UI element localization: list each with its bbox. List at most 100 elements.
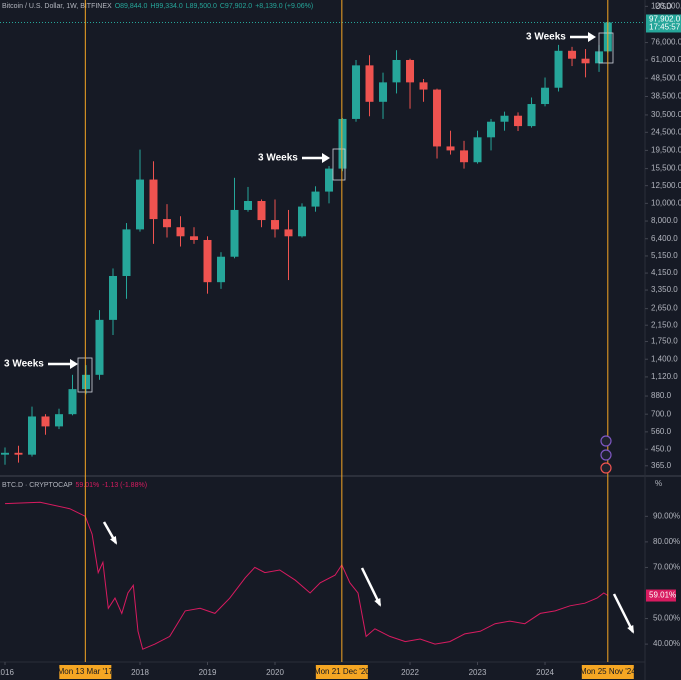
- candle-body: [109, 275, 118, 320]
- y-tick-label: 24,500.0: [651, 127, 681, 136]
- candle-body: [284, 229, 293, 237]
- y-tick-label: 3,350.0: [651, 285, 678, 294]
- candle-body: [325, 168, 334, 192]
- last-price-tag: [646, 14, 681, 33]
- y-tick-label: 38,500.0: [651, 92, 681, 101]
- last-value-tag: [646, 589, 676, 602]
- y-tick-label: 1,400.0: [651, 354, 678, 363]
- candle-body: [311, 191, 320, 207]
- x-tick-label: 2016: [0, 668, 14, 677]
- last-price-label: 97,902.0: [649, 15, 681, 24]
- candle-body: [0, 452, 9, 455]
- y-tick-label: 8,000.0: [651, 216, 678, 225]
- candle-body: [163, 219, 172, 228]
- y-tick-label: 1,750.0: [651, 337, 678, 346]
- y-tick-label: 365.0: [651, 461, 672, 470]
- y-tick-label: 4,150.0: [651, 268, 678, 277]
- y-tick-label: 2,650.0: [651, 304, 678, 313]
- marker-label: Mon 25 Nov '24: [580, 667, 636, 676]
- y-tick-label: 61,000.0: [651, 55, 681, 64]
- pane-title: BTC.D · CRYPTOCAP 59.01% -1.13 (-1.88%): [2, 482, 147, 489]
- y-tick-label: 6,400.0: [651, 234, 678, 243]
- y-tick-label: 19,500.0: [651, 146, 681, 155]
- y-tick-label: 880.0: [651, 391, 672, 400]
- candle-body: [257, 201, 266, 221]
- chart-title: Bitcoin / U.S. Dollar, 1W, BITFINEX O89,8…: [2, 3, 313, 10]
- last-value-label: 59.01%: [649, 591, 676, 600]
- candle-body: [298, 206, 307, 237]
- y-tick-label: 10,000.0: [651, 198, 681, 207]
- toolbar-icon: [600, 449, 612, 461]
- candle-body: [230, 209, 239, 257]
- y-tick-label: 76,000.0: [651, 38, 681, 47]
- dominance-line: [4, 501, 609, 650]
- legend-value: C97,902.0: [220, 3, 252, 10]
- y-tick-label: 40.00%: [653, 639, 680, 648]
- candle-body: [190, 236, 199, 240]
- candle-body: [95, 319, 104, 375]
- y-tick-label: 48,500.0: [651, 73, 681, 82]
- candle-body: [338, 118, 347, 169]
- y-tick-label: 50.00%: [653, 614, 680, 623]
- axis-unit: %: [655, 479, 662, 488]
- y-tick-label: 700.0: [651, 409, 672, 418]
- candle-body: [487, 121, 496, 138]
- candle-body: [392, 59, 401, 83]
- y-tick-label: 70.00%: [653, 563, 680, 572]
- annotation-arrowhead: [322, 153, 330, 163]
- candle-body: [446, 146, 455, 151]
- annotation-arrowhead: [70, 359, 78, 369]
- legend-value: -1.13 (-1.88%): [102, 482, 147, 489]
- candle-body: [41, 416, 50, 427]
- annotation: 3 Weeks: [4, 359, 44, 370]
- candle-body: [433, 89, 442, 147]
- annotation: 3 Weeks: [258, 153, 298, 164]
- candle-body: [581, 58, 590, 64]
- candle-body: [541, 87, 550, 105]
- candle-body: [122, 229, 131, 276]
- candle-body: [176, 227, 185, 237]
- toolbar-icon: [600, 462, 612, 474]
- candle-body: [473, 137, 482, 163]
- legend-value: +8,139.0 (+9.06%): [255, 3, 313, 10]
- candle-body: [149, 179, 158, 220]
- legend-value: H99,334.0: [150, 3, 182, 10]
- candle-body: [136, 179, 145, 230]
- candle-body: [527, 104, 536, 127]
- y-tick-label: 80.00%: [653, 537, 680, 546]
- y-tick-label: 5,150.0: [651, 251, 678, 260]
- candle-body: [500, 115, 509, 122]
- y-tick-label: 12,500.0: [651, 181, 681, 190]
- candle-body: [54, 414, 63, 427]
- candle-body: [82, 374, 90, 390]
- trend-arrowhead: [110, 536, 117, 545]
- candle-body: [203, 239, 212, 283]
- y-tick-label: 2,150.0: [651, 320, 678, 329]
- highlight-box: [332, 148, 346, 181]
- marker-label-box: [315, 665, 368, 679]
- trend-arrow: [612, 593, 635, 633]
- trend-arrowhead: [627, 625, 634, 634]
- highlight-box: [598, 32, 614, 64]
- y-tick-label: 90.00%: [653, 511, 680, 520]
- toolbar-icon: [600, 435, 612, 447]
- x-tick-label: 2024: [536, 668, 554, 677]
- x-tick-label: 2019: [199, 668, 217, 677]
- marker-label: Mon 21 Dec '20: [314, 667, 370, 676]
- legend-value: 59.01%: [76, 482, 100, 489]
- marker-label: Mon 13 Mar '17: [58, 667, 114, 676]
- legend-value: L89,500.0: [186, 3, 217, 10]
- y-tick-label: 15,500.0: [651, 164, 681, 173]
- y-tick-label: 1,120.0: [651, 372, 678, 381]
- candle-body: [68, 389, 77, 415]
- axis-unit: USD: [655, 2, 672, 11]
- annotation: 3 Weeks: [526, 32, 566, 43]
- y-tick-label: 30,500.0: [651, 110, 681, 119]
- countdown: 17:45:57: [649, 23, 681, 32]
- candle-body: [568, 50, 577, 59]
- candle-body: [27, 416, 36, 455]
- candle-body: [14, 452, 23, 455]
- title-text: BTC.D · CRYPTOCAP: [2, 482, 73, 489]
- marker-label-box: [581, 665, 634, 679]
